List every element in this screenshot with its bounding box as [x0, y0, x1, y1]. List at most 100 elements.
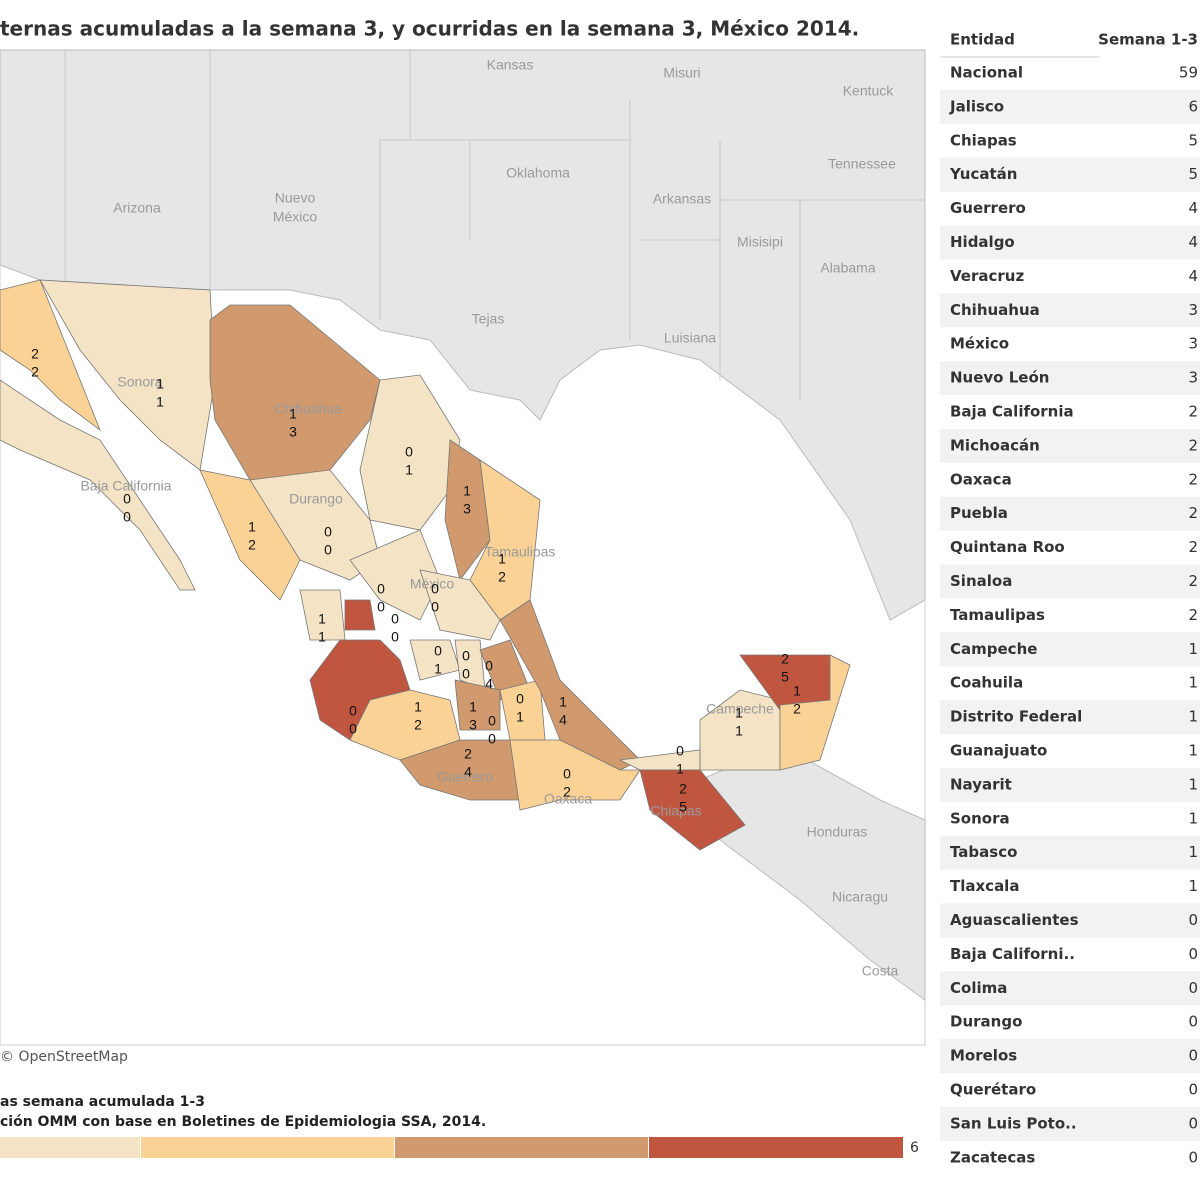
- cell-value: 1: [1188, 809, 1198, 827]
- state-value: 0: [676, 743, 684, 759]
- entity: Nacional: [950, 64, 1023, 82]
- row-band: [940, 293, 1200, 328]
- cell-value: 2: [1188, 470, 1198, 488]
- entity: Tabasco: [950, 843, 1017, 861]
- entity: Jalisco: [949, 97, 1004, 115]
- state-value: 0: [377, 599, 385, 615]
- state-value: 0: [349, 703, 357, 719]
- state-value: 0: [488, 731, 496, 747]
- state-value: 0: [462, 666, 470, 682]
- row-band: [940, 835, 1200, 870]
- us-land: [0, 49, 926, 621]
- entity: Guerrero: [950, 199, 1026, 217]
- row-band: [940, 157, 1200, 192]
- entity: Colima: [950, 979, 1007, 997]
- entity: Coahuila: [950, 674, 1023, 692]
- state-value: 0: [563, 766, 571, 782]
- entity: Querétaro: [950, 1081, 1036, 1099]
- state-value: 2: [793, 701, 801, 717]
- row-band: [940, 971, 1200, 1006]
- state-value: 3: [289, 424, 297, 440]
- entity: Quintana Roo: [950, 538, 1065, 556]
- place-label: Honduras: [807, 824, 868, 840]
- row-band: [940, 632, 1200, 667]
- entity: Oaxaca: [950, 470, 1012, 488]
- state-value: 2: [563, 784, 571, 800]
- cell-value: 1: [1188, 775, 1198, 793]
- cell-value: 0: [1188, 1114, 1198, 1132]
- entity: Nuevo León: [950, 369, 1049, 387]
- state-value: 2: [414, 717, 422, 733]
- cell-value: 3: [1188, 369, 1198, 387]
- legend-source: ción OMM con base en Boletines de Epidem…: [0, 1114, 486, 1130]
- cell-value: 1: [1188, 674, 1198, 692]
- state-value: 1: [156, 376, 164, 392]
- entity: Hidalgo: [950, 233, 1015, 251]
- row-band: [940, 225, 1200, 260]
- legend-bar: [0, 1137, 903, 1158]
- state-value: 3: [469, 717, 477, 733]
- state-value: 1: [735, 705, 743, 721]
- place-label: Arizona: [113, 200, 161, 216]
- entity: Nayarit: [950, 775, 1012, 793]
- state-value: 1: [248, 519, 256, 535]
- attribution: © OpenStreetMap: [0, 1049, 128, 1065]
- state-value: 1: [498, 551, 506, 567]
- entity: Puebla: [950, 504, 1008, 522]
- cell-value: 3: [1188, 335, 1198, 353]
- cell-value: 1: [1188, 843, 1198, 861]
- state-value: 1: [559, 694, 567, 710]
- row-band: [940, 496, 1200, 531]
- state-value: 1: [289, 406, 297, 422]
- place-label: Sonora: [117, 374, 162, 390]
- state-value: 1: [414, 699, 422, 715]
- us-borders: [64, 50, 925, 400]
- place-label: Arkansas: [653, 191, 711, 207]
- state-value: 1: [793, 683, 801, 699]
- cell-value: 2: [1188, 436, 1198, 454]
- cell-value: 0: [1188, 1047, 1198, 1065]
- table: Entidad Semana 1-3 Nacional 59 Jalisco 6 Chiap…: [940, 31, 1200, 1166]
- row-band: [940, 428, 1200, 463]
- cell-value: 3: [1188, 301, 1198, 319]
- state-value: 1: [516, 709, 524, 725]
- state-value: 1: [676, 761, 684, 777]
- place-label: Baja California: [80, 478, 171, 494]
- place-label: Chihuahua: [274, 401, 342, 417]
- state-value: 1: [318, 611, 326, 627]
- cell-value: 2: [1188, 538, 1198, 556]
- state-value: 0: [123, 509, 131, 525]
- row-band: [940, 1106, 1200, 1141]
- cell-value: 0: [1188, 911, 1198, 929]
- entity: Sonora: [950, 809, 1010, 827]
- place-label: Costa: [862, 963, 899, 979]
- cell-value: 2: [1188, 403, 1198, 421]
- place-label: Nicaragu: [832, 889, 888, 905]
- cell-value: 1: [1188, 877, 1198, 895]
- cell-value: 4: [1188, 233, 1198, 251]
- state-value: 0: [462, 648, 470, 664]
- state-value: 2: [464, 746, 472, 762]
- entity: Baja Californi..: [950, 945, 1075, 963]
- entity: San Luis Poto..: [950, 1114, 1077, 1132]
- cell-value: 1: [1188, 640, 1198, 658]
- cell-value: 5: [1188, 165, 1198, 183]
- state-value: 0: [488, 713, 496, 729]
- entity: Baja California: [950, 403, 1074, 421]
- table-header: Semana 1-3: [1098, 31, 1198, 49]
- place-label: México: [273, 209, 318, 225]
- place-label: Oaxaca: [544, 791, 592, 807]
- state-value: 2: [781, 651, 789, 667]
- place-label: Campeche: [706, 701, 774, 717]
- title: ternas acumuladas a la semana 3, y ocurr…: [0, 17, 859, 41]
- state-value: 0: [324, 524, 332, 540]
- entity: Zacatecas: [950, 1148, 1035, 1166]
- entity: Michoacán: [950, 436, 1040, 454]
- cell-value: 2: [1188, 572, 1198, 590]
- row-band: [940, 1039, 1200, 1074]
- cell-value: 0: [1188, 945, 1198, 963]
- entity: Campeche: [950, 640, 1037, 658]
- state-value: 0: [434, 643, 442, 659]
- place-label: Guerrero: [437, 769, 493, 785]
